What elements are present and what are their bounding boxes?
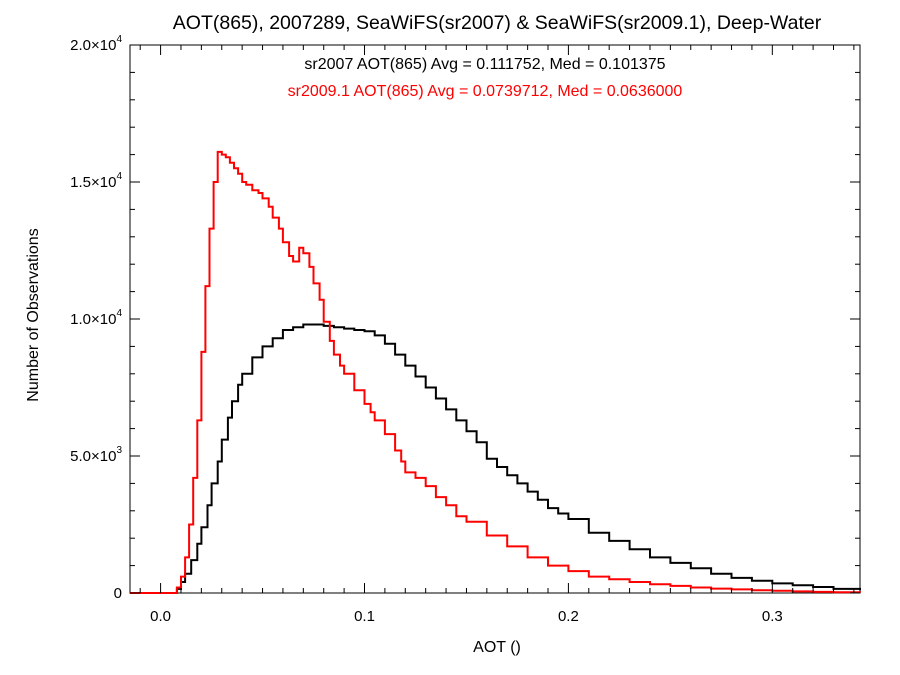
y-tick-label-4: 2.0×104 (70, 34, 122, 54)
y-tick-label-2: 1.0×104 (70, 308, 122, 328)
series-layer (130, 150, 861, 594)
y-axis-label: Number of Observations (25, 228, 42, 401)
series-line-1 (130, 150, 861, 594)
annotation-sr2009: sr2009.1 AOT(865) Avg = 0.0739712, Med =… (288, 83, 683, 100)
annotation-sr2007: sr2007 AOT(865) Avg = 0.111752, Med = 0.… (304, 56, 665, 73)
x-tick-label-2: 0.2 (558, 608, 579, 625)
plot-frame (129, 44, 861, 594)
y-tick-label-3: 1.5×104 (70, 171, 122, 191)
y-tick-label-0: 0 (114, 585, 122, 602)
chart-title: AOT(865), 2007289, SeaWiFS(sr2007) & Sea… (173, 12, 822, 34)
series-line-0 (130, 323, 861, 594)
x-tick-label-3: 0.3 (762, 608, 783, 625)
x-tick-label-1: 0.1 (354, 608, 375, 625)
x-tick-label-0: 0.0 (150, 608, 171, 625)
y-tick-label-1: 5.0×103 (70, 445, 122, 465)
x-axis-label: AOT () (473, 639, 521, 656)
tick-layer: 0.0 0.1 0.2 0.3 0 5.0×103 1.0×104 1.5×104 2.0×10… (70, 34, 860, 625)
